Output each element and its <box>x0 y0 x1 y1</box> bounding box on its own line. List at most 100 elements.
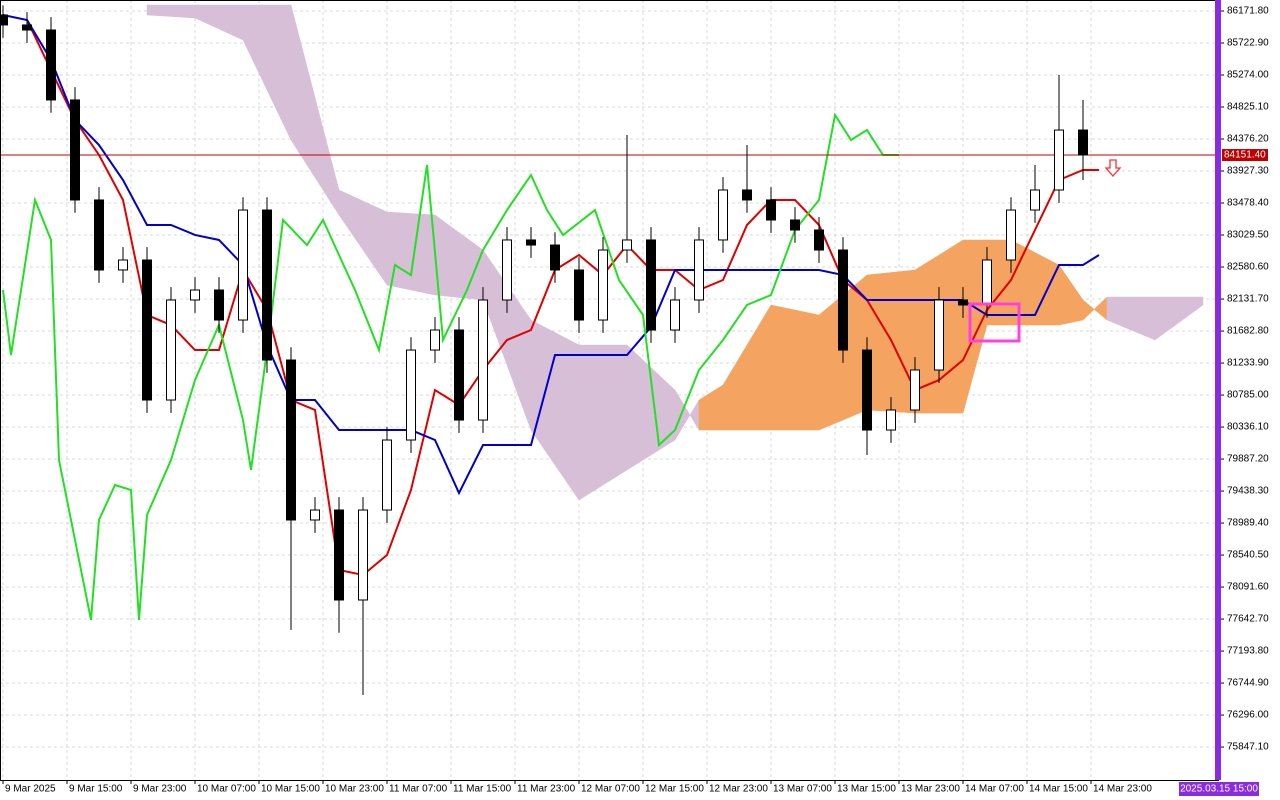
y-tick-label: 83029.50 <box>1227 230 1269 241</box>
y-tick-label: 86171.80 <box>1227 6 1269 17</box>
x-tick-label: 10 Mar 15:00 <box>261 784 320 795</box>
cloud-segment <box>1154 296 1204 341</box>
x-tick-label: 12 Mar 23:00 <box>709 784 768 795</box>
candle-body <box>334 509 344 601</box>
indicator-lines <box>0 13 1215 621</box>
x-tick-label: 13 Mar 23:00 <box>901 784 960 795</box>
x-tick-label: 11 Mar 15:00 <box>453 784 512 795</box>
y-tick-label: 85722.90 <box>1227 38 1269 49</box>
candle-body <box>166 299 176 401</box>
candle-body <box>94 199 104 271</box>
candle-body <box>190 289 200 301</box>
candle-body <box>670 299 680 331</box>
candle-body <box>358 509 368 601</box>
candle-body <box>430 329 440 351</box>
highlight-box <box>968 302 1021 343</box>
candle-body <box>118 259 128 271</box>
candle-body <box>766 199 776 221</box>
y-tick-label: 82580.60 <box>1227 262 1269 273</box>
y-tick-label: 83478.40 <box>1227 198 1269 209</box>
candle-body <box>790 219 800 231</box>
candle-body <box>1054 129 1064 191</box>
candle-body <box>46 29 56 101</box>
candle-body <box>478 299 488 421</box>
x-tick-label: 12 Mar 07:00 <box>581 784 640 795</box>
candle-body <box>814 229 824 251</box>
candle-body <box>70 99 80 201</box>
candle-body <box>454 329 464 421</box>
candle-body <box>1030 189 1040 211</box>
candle-body <box>742 189 752 201</box>
candle-body <box>382 439 392 511</box>
candle-body <box>502 239 512 301</box>
y-tick-label: 83927.30 <box>1227 166 1269 177</box>
candle-body <box>406 349 416 441</box>
candle-body <box>526 239 536 246</box>
y-tick-label: 84825.10 <box>1227 102 1269 113</box>
candle-body <box>862 349 872 431</box>
candle-body <box>622 239 632 251</box>
candle-body <box>694 239 704 301</box>
y-tick-label: 79438.30 <box>1227 486 1269 497</box>
cloud-segment <box>386 211 436 296</box>
candle-body <box>262 209 272 361</box>
x-tick-label: 9 Mar 23:00 <box>133 784 187 795</box>
x-tick-label: 10 Mar 23:00 <box>325 784 384 795</box>
y-tick-label: 76744.90 <box>1227 678 1269 689</box>
y-tick-label: 77193.80 <box>1227 646 1269 657</box>
cloud-segment <box>770 304 820 431</box>
sell-arrow <box>1104 159 1122 177</box>
x-tick-label: 10 Mar 07:00 <box>197 784 256 795</box>
candle-body <box>910 369 920 411</box>
candle-body <box>142 259 152 401</box>
cursor-label: 2025.03.15 15:00 <box>1180 784 1258 795</box>
candle-body <box>310 509 320 521</box>
candle-body <box>574 269 584 321</box>
y-tick-label: 78540.50 <box>1227 550 1269 561</box>
x-tick-label: 12 Mar 15:00 <box>645 784 704 795</box>
axis-labels: 86171.80 85722.90 85274.00 84825.10 84376.20… <box>2 6 1269 795</box>
y-tick-label: 78989.40 <box>1227 518 1269 529</box>
x-tick-label: 14 Mar 07:00 <box>965 784 1024 795</box>
candle-body <box>598 249 608 321</box>
y-tick-label: 84376.20 <box>1227 134 1269 145</box>
y-tick-label: 76296.00 <box>1227 710 1269 721</box>
candle-body <box>550 244 560 271</box>
candle-body <box>22 24 32 31</box>
y-tick-label: 78091.60 <box>1227 582 1269 593</box>
current-price-label: 84151.40 <box>1224 150 1266 161</box>
y-tick-label: 81233.90 <box>1227 358 1269 369</box>
candle-body <box>886 409 896 431</box>
y-tick-label: 82131.70 <box>1227 294 1269 305</box>
candle-body <box>1078 129 1088 156</box>
grid <box>0 0 1215 780</box>
x-tick-label: 13 Mar 15:00 <box>837 784 896 795</box>
y-tick-label: 77642.70 <box>1227 614 1269 625</box>
indicator-line <box>2 13 1100 496</box>
x-tick-label: 14 Mar 23:00 <box>1093 784 1152 795</box>
indicator-line <box>2 112 899 621</box>
current-price-label-bg <box>1222 149 1268 162</box>
candle-body <box>1006 209 1016 261</box>
y-tick-label: 80785.00 <box>1227 390 1269 401</box>
candle-body <box>718 189 728 241</box>
x-tick-label: 11 Mar 23:00 <box>517 784 576 795</box>
candle-body <box>214 289 224 321</box>
candle-body <box>958 299 968 306</box>
candle-body <box>646 239 656 331</box>
y-tick-label: 81682.80 <box>1227 326 1269 337</box>
y-tick-label: 79887.20 <box>1227 454 1269 465</box>
candle-body <box>838 249 848 351</box>
candle-body <box>286 359 296 521</box>
candles <box>0 5 1088 696</box>
x-tick-label: 14 Mar 15:00 <box>1029 784 1088 795</box>
candle-body <box>238 209 248 321</box>
candle-body <box>0 14 8 26</box>
x-tick-label: 9 Mar 2025 <box>5 784 56 795</box>
cursor-label-bg <box>1179 782 1259 796</box>
candle-body <box>934 299 944 371</box>
y-tick-label: 85274.00 <box>1227 70 1269 81</box>
x-tick-label: 11 Mar 07:00 <box>389 784 448 795</box>
x-tick-label: 9 Mar 15:00 <box>69 784 123 795</box>
